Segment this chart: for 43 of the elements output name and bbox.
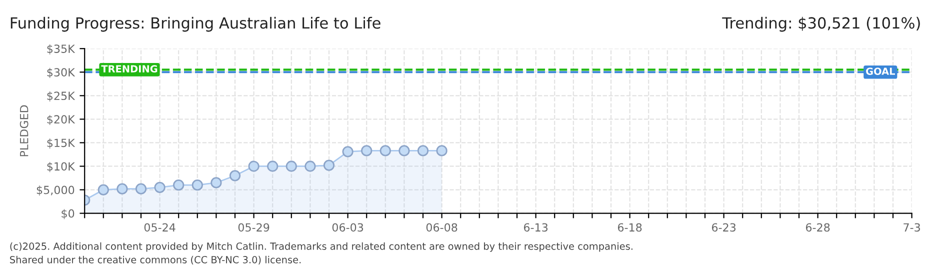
point xyxy=(98,184,109,196)
y-tick-label: $30K xyxy=(47,68,76,78)
x-tick-label: 06-08 xyxy=(426,223,458,232)
point xyxy=(116,183,128,194)
point xyxy=(173,180,184,191)
y-axis-title: PLEDGED xyxy=(20,105,28,156)
point xyxy=(192,180,203,191)
text: Shared under the creative commons (CC BY-NC 3.0) license. xyxy=(10,256,301,265)
point xyxy=(267,160,278,172)
y-tick-label: $5,000 xyxy=(36,186,74,196)
y-tick-label: $0 xyxy=(62,209,74,220)
x-tick-label: 05-24 xyxy=(144,223,176,232)
x-tick-label: 6-23 xyxy=(712,223,736,232)
x-tick-label: 6-18 xyxy=(618,223,642,232)
y-tick-label: $35K xyxy=(47,44,76,54)
point xyxy=(342,146,354,158)
ref-line-label: TRENDING xyxy=(101,65,158,72)
point xyxy=(135,183,147,194)
chart-subtitle: Trending: $30,521 (101%) xyxy=(722,16,920,32)
ref-line-label: GOAL xyxy=(866,68,895,75)
point xyxy=(304,160,316,172)
point xyxy=(229,170,241,182)
point xyxy=(323,160,335,171)
point xyxy=(361,145,372,156)
y-tick-label: $10K xyxy=(47,162,76,172)
y-tick-label: $20K xyxy=(47,114,76,126)
point xyxy=(436,145,448,156)
point xyxy=(398,145,410,156)
point xyxy=(417,145,429,156)
point xyxy=(248,160,260,172)
x-tick-label: 6-28 xyxy=(806,223,830,232)
point xyxy=(286,160,297,172)
x-tick-label: 6-13 xyxy=(524,223,548,232)
x-tick-label: 7-3 xyxy=(904,223,920,232)
x-tick-label: 05-29 xyxy=(238,223,270,232)
x-tick-label: 06-03 xyxy=(332,223,364,232)
text: (c)2025. Additional content provided by Mitch Catlin. Trademarks and related content are owned by their respective companies. xyxy=(10,242,632,252)
y-tick-label: $25K xyxy=(47,91,76,102)
chart-title: Funding Progress: Bringing Australian Life to Life xyxy=(10,16,380,32)
point xyxy=(210,177,222,188)
point xyxy=(154,182,166,193)
y-tick-label: $15K xyxy=(47,138,76,149)
point xyxy=(380,145,391,156)
